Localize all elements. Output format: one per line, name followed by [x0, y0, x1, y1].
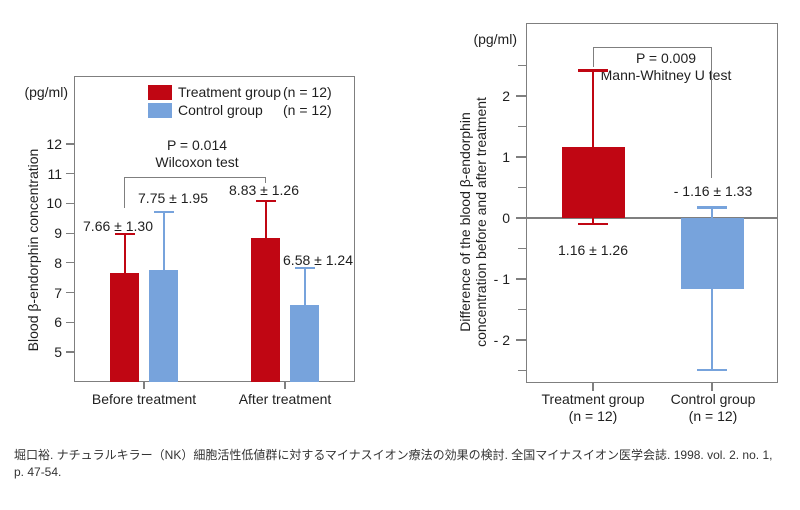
value-label: 7.75 ± 1.95	[138, 190, 208, 206]
right-test-name: Mann-Whitney U test	[600, 67, 732, 83]
legend-control-n: (n = 12)	[283, 102, 332, 118]
right-unit-label: (pg/ml)	[473, 31, 517, 47]
left-x-label-after: After treatment	[238, 391, 332, 407]
bar	[561, 147, 625, 218]
left-y-tick-label: 12	[46, 136, 62, 152]
right-x-tick	[592, 383, 594, 391]
error-bar-cap	[153, 211, 174, 214]
bar	[149, 270, 178, 382]
left-y-tick	[66, 202, 74, 205]
error-bar-cap	[294, 267, 315, 270]
right-y-tick	[516, 339, 526, 341]
error-bar-line	[303, 268, 306, 306]
error-bar-line	[264, 200, 267, 239]
right-x-label-control: Control group (n = 12)	[671, 391, 756, 425]
right-x-label-treatment-name: Treatment group	[541, 391, 645, 407]
error-bar-cap	[578, 69, 608, 72]
right-y-tick	[516, 95, 526, 97]
right-y-tick	[516, 278, 526, 280]
citation-line2: p. 47-54.	[14, 464, 62, 479]
error-bar-cap	[578, 222, 608, 226]
left-unit-label: (pg/ml)	[24, 84, 68, 100]
left-y-tick-label: 11	[47, 165, 62, 182]
right-y-tick	[516, 217, 526, 219]
error-bar-cap	[255, 199, 276, 202]
value-label: 6.58 ± 1.24	[283, 252, 353, 268]
value-label: 8.83 ± 1.26	[229, 182, 299, 198]
right-y-tick-label: 2	[502, 88, 510, 104]
right-y-tick	[516, 156, 526, 158]
legend-treatment-n: (n = 12)	[283, 84, 332, 100]
citation-line1: 堀口裕. ナチュラルキラー（NK）細胞活性低値群に対するマイナスイオン療法の効果…	[14, 448, 773, 462]
left-y-tick-label: 6	[54, 314, 62, 331]
left-y-tick-label: 5	[54, 344, 62, 360]
left-y-tick	[66, 262, 74, 264]
right-y-tick-label: 1	[502, 149, 510, 165]
left-x-tick	[284, 382, 286, 389]
left-y-tick-label: 7	[54, 284, 62, 301]
error-bar-line	[710, 207, 714, 370]
left-y-tick	[66, 232, 74, 234]
value-label: - 1.16 ± 1.33	[673, 183, 753, 199]
right-x-label-control-name: Control group	[670, 391, 756, 407]
left-x-label-before: Before treatment	[91, 391, 197, 407]
right-y-tick-minor	[518, 186, 526, 189]
left-y-tick	[66, 321, 74, 323]
citation: 堀口裕. ナチュラルキラー（NK）細胞活性低値群に対するマイナスイオン療法の効果…	[14, 447, 794, 480]
right-p-annotation: P = 0.009 Mann-Whitney U test	[601, 50, 732, 84]
left-bracket-top	[124, 177, 266, 179]
left-p-annotation: P = 0.014 Wilcoxon test	[155, 137, 238, 171]
right-y-tick-label: 0	[502, 210, 510, 226]
legend-label-treatment: Treatment group (n = 12)	[178, 84, 332, 100]
right-bracket-leg-right	[711, 47, 713, 178]
legend-label-control: Control group (n = 12)	[178, 102, 332, 118]
left-test-name: Wilcoxon test	[155, 154, 239, 170]
legend-swatch-treatment	[148, 85, 172, 100]
right-plot-box	[526, 23, 778, 383]
right-x-label-treatment: Treatment group (n = 12)	[542, 391, 645, 425]
left-y-tick	[66, 143, 74, 145]
value-label: 1.16 ± 1.26	[558, 242, 628, 258]
right-y-tick-label: - 1	[493, 271, 510, 287]
left-plot-box	[74, 76, 355, 382]
legend-swatch-control	[148, 103, 172, 118]
left-p-value: P = 0.014	[166, 137, 228, 153]
right-p-value: P = 0.009	[635, 50, 697, 66]
bar	[110, 272, 139, 382]
error-bar-cap	[114, 233, 135, 236]
legend-control-name: Control group	[178, 102, 263, 118]
value-label: 7.66 ± 1.30	[83, 218, 153, 234]
error-bar-cap	[697, 206, 727, 209]
right-bracket-leg-left	[593, 47, 595, 67]
right-y-tick-minor	[518, 369, 526, 372]
left-y-tick-label: 9	[54, 225, 62, 242]
right-x-label-treatment-n: (n = 12)	[568, 408, 618, 424]
error-bar-line	[162, 212, 165, 271]
error-bar-line	[123, 234, 126, 273]
left-bracket-leg-right	[265, 177, 267, 183]
right-x-label-control-n: (n = 12)	[688, 408, 738, 424]
left-y-tick	[66, 351, 74, 353]
bar	[680, 218, 744, 289]
error-bar-cap	[697, 368, 727, 372]
right-y-tick-minor	[518, 64, 526, 67]
bar	[251, 238, 280, 382]
bar	[290, 305, 319, 382]
left-y-tick	[66, 173, 74, 175]
left-y-tick-label: 8	[54, 254, 62, 271]
right-bracket-top	[593, 47, 712, 49]
left-y-tick-label: 10	[46, 195, 62, 212]
left-y-tick	[66, 291, 74, 294]
right-x-tick	[711, 383, 713, 391]
left-bracket-leg-left	[124, 177, 126, 208]
left-x-tick	[143, 382, 145, 389]
right-y-tick-minor	[518, 247, 526, 250]
right-zero-line	[526, 217, 778, 219]
legend-treatment-name: Treatment group	[178, 84, 281, 100]
right-y-tick-minor	[518, 308, 526, 311]
right-y-tick-minor	[518, 125, 526, 128]
right-y-tick-label: - 2	[493, 332, 510, 348]
